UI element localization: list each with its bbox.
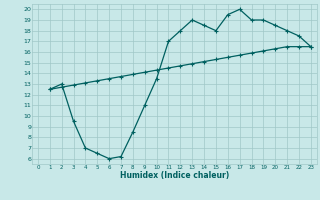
X-axis label: Humidex (Indice chaleur): Humidex (Indice chaleur) (120, 171, 229, 180)
